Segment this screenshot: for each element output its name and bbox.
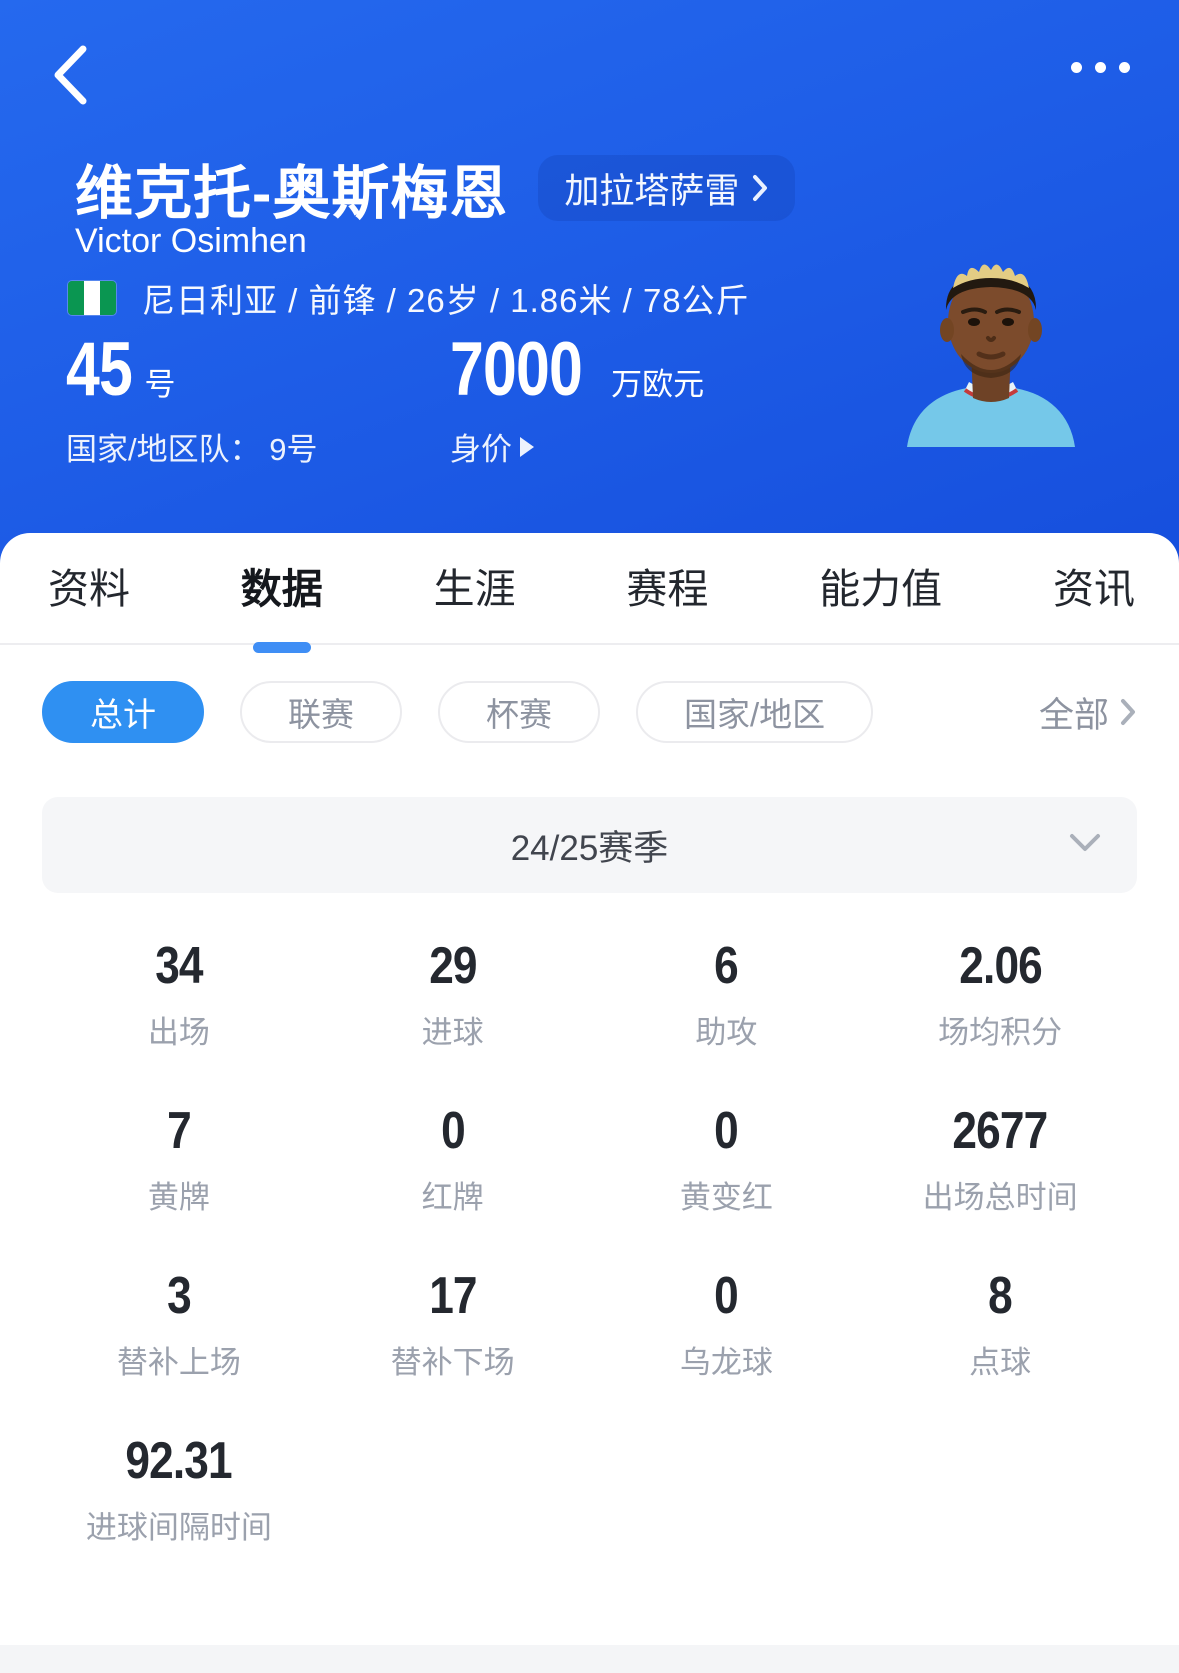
stat-second-yellow: 0 黄变红 <box>679 1102 773 1215</box>
filter-cup[interactable]: 杯赛 <box>438 681 600 743</box>
ellipsis-icon <box>1071 62 1082 73</box>
player-photo <box>895 250 1087 447</box>
filter-total[interactable]: 总计 <box>42 681 204 743</box>
stat-sub-off: 17 替补下场 <box>390 1267 515 1380</box>
tab-bar: 资料 数据 生涯 赛程 能力值 资讯 <box>0 533 1179 643</box>
tab-schedule[interactable]: 赛程 <box>626 566 709 612</box>
filter-row: 总计 联赛 杯赛 国家/地区 全部 <box>42 681 1137 743</box>
chevron-down-icon <box>1070 834 1100 851</box>
stat-appearances: 34 出场 <box>147 937 210 1050</box>
shirt-number: 45 <box>66 327 133 412</box>
stat-sub-on: 3 替补上场 <box>116 1267 241 1380</box>
stat-red-cards: 0 红牌 <box>421 1102 484 1215</box>
club-link[interactable]: 加拉塔萨雷 <box>538 155 796 221</box>
chevron-left-icon <box>54 45 87 105</box>
shirt-number-unit: 号 <box>144 367 176 402</box>
season-label: 24/25赛季 <box>510 828 669 868</box>
player-header: 维克托-奥斯梅恩 加拉塔萨雷 Victor Osimhen 尼日利亚 / 前锋 … <box>0 0 1179 563</box>
stat-assists: 6 助攻 <box>695 937 758 1050</box>
next-section-divider <box>0 1645 1179 1673</box>
tab-data[interactable]: 数据 <box>241 555 323 659</box>
club-label: 加拉塔萨雷 <box>564 171 740 211</box>
stat-avg-rating: 2.06 场均积分 <box>938 937 1063 1050</box>
season-selector[interactable]: 24/25赛季 <box>42 797 1137 893</box>
tab-news[interactable]: 资讯 <box>1052 566 1135 612</box>
tab-divider <box>0 643 1179 645</box>
nigeria-flag-icon <box>68 281 116 315</box>
triangle-right-icon <box>520 436 534 457</box>
player-info-row: 尼日利亚 / 前锋 / 26岁 / 1.86米 / 78公斤 <box>68 274 750 322</box>
stat-minutes-per-goal: 92.31 进球间隔时间 <box>85 1432 272 1545</box>
market-value: 7000 <box>450 327 583 412</box>
back-button[interactable] <box>50 44 90 106</box>
player-name-cn: 维克托-奥斯梅恩 <box>75 161 509 226</box>
chevron-right-icon <box>753 175 768 201</box>
chevron-right-icon <box>1121 699 1135 725</box>
stat-penalties: 8 点球 <box>969 1267 1032 1380</box>
stat-minutes: 2677 出场总时间 <box>922 1102 1078 1215</box>
stat-own-goals: 0 乌龙球 <box>679 1267 773 1380</box>
stats-grid: 34 出场 29 进球 6 助攻 2.06 场均积分 7 黄牌 0 红牌 0 黄… <box>42 937 1137 1547</box>
shirt-number-block: 45 号 国家/地区队： 9号 <box>66 332 317 469</box>
tab-profile[interactable]: 资料 <box>48 566 130 612</box>
stat-yellow-cards: 7 黄牌 <box>147 1102 210 1215</box>
more-options-button[interactable] <box>1071 62 1130 73</box>
tab-career[interactable]: 生涯 <box>433 566 516 612</box>
market-value-unit: 万欧元 <box>611 367 705 402</box>
filter-league[interactable]: 联赛 <box>240 681 402 743</box>
tab-ability[interactable]: 能力值 <box>819 566 943 612</box>
all-competitions-link[interactable]: 全部 <box>1039 687 1137 738</box>
market-value-link[interactable]: 身价 <box>450 424 704 469</box>
stat-goals: 29 进球 <box>421 937 484 1050</box>
filter-national[interactable]: 国家/地区 <box>636 681 874 743</box>
player-info-text: 尼日利亚 / 前锋 / 26岁 / 1.86米 / 78公斤 <box>142 282 750 319</box>
content-card: 资料 数据 生涯 赛程 能力值 资讯 总计 联赛 杯赛 国家/地区 全部 24/… <box>0 533 1179 1673</box>
national-team-line: 国家/地区队： 9号 <box>66 432 318 467</box>
player-name-en: Victor Osimhen <box>75 222 307 260</box>
market-value-block: 7000 万欧元 身价 <box>450 332 704 469</box>
